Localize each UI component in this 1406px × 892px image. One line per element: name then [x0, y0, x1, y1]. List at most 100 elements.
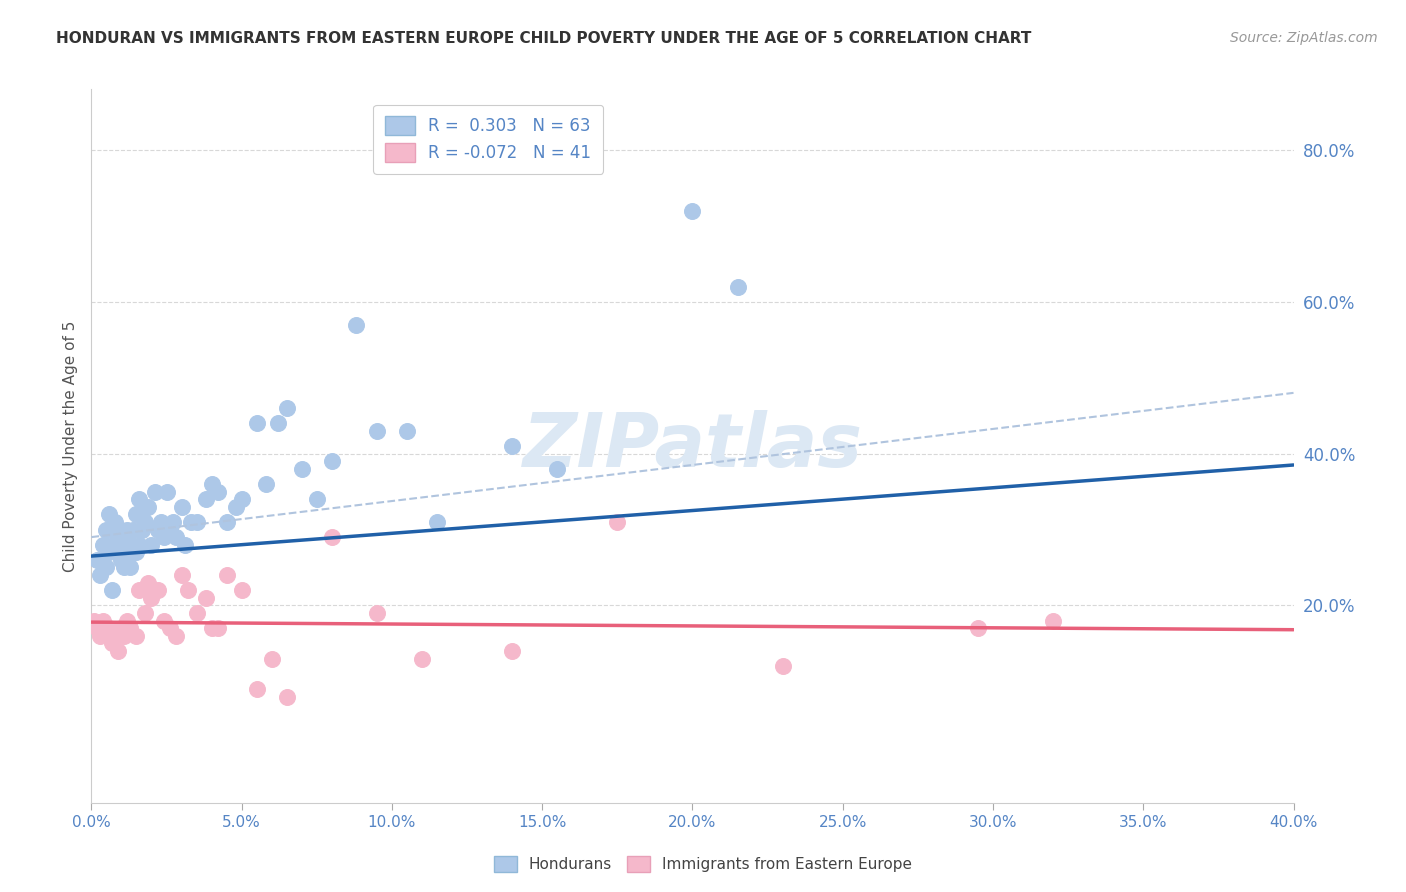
Point: [104, 538, 127, 552]
Point: [225, 500, 247, 514]
Point: [291, 462, 314, 476]
Point: [606, 515, 628, 529]
Point: [201, 621, 224, 635]
Point: [162, 515, 184, 529]
Point: [125, 508, 148, 522]
Point: [152, 530, 174, 544]
Point: [122, 523, 145, 537]
Point: [128, 492, 150, 507]
Point: [134, 606, 156, 620]
Point: [134, 515, 156, 529]
Point: [165, 530, 187, 544]
Point: [267, 416, 290, 430]
Point: [93, 614, 115, 628]
Point: [107, 644, 129, 658]
Point: [146, 583, 169, 598]
Point: [176, 583, 198, 598]
Point: [366, 606, 388, 620]
Point: [305, 492, 328, 507]
Point: [149, 515, 172, 529]
Point: [246, 416, 269, 430]
Point: [120, 538, 142, 552]
Point: [86, 621, 108, 635]
Point: [681, 203, 703, 218]
Point: [254, 477, 277, 491]
Point: [114, 538, 136, 552]
Text: Source: ZipAtlas.com: Source: ZipAtlas.com: [1230, 31, 1378, 45]
Point: [366, 424, 388, 438]
Point: [276, 690, 298, 704]
Point: [114, 560, 136, 574]
Point: [141, 538, 163, 552]
Point: [86, 553, 108, 567]
Point: [231, 583, 253, 598]
Point: [146, 523, 169, 537]
Point: [186, 606, 208, 620]
Point: [967, 621, 990, 635]
Point: [152, 614, 174, 628]
Point: [207, 621, 229, 635]
Point: [1042, 614, 1064, 628]
Point: [159, 523, 181, 537]
Point: [110, 621, 132, 635]
Point: [101, 636, 124, 650]
Point: [125, 629, 148, 643]
Point: [173, 538, 195, 552]
Point: [83, 614, 105, 628]
Point: [143, 484, 166, 499]
Point: [98, 621, 121, 635]
Point: [207, 484, 229, 499]
Point: [772, 659, 794, 673]
Point: [96, 523, 118, 537]
Text: ZIPatlas: ZIPatlas: [523, 409, 862, 483]
Point: [98, 545, 121, 559]
Point: [170, 500, 193, 514]
Point: [426, 515, 449, 529]
Point: [110, 553, 132, 567]
Point: [131, 523, 153, 537]
Point: [93, 538, 115, 552]
Point: [117, 523, 139, 537]
Point: [110, 523, 132, 537]
Point: [96, 621, 118, 635]
Point: [194, 591, 217, 605]
Point: [128, 538, 150, 552]
Point: [170, 568, 193, 582]
Point: [98, 508, 121, 522]
Point: [107, 530, 129, 544]
Y-axis label: Child Poverty Under the Age of 5: Child Poverty Under the Age of 5: [62, 320, 77, 572]
Point: [321, 454, 343, 468]
Point: [120, 560, 142, 574]
Point: [96, 560, 118, 574]
Point: [89, 568, 111, 582]
Point: [395, 424, 418, 438]
Point: [165, 629, 187, 643]
Point: [411, 651, 433, 665]
Point: [128, 583, 150, 598]
Point: [546, 462, 568, 476]
Point: [215, 568, 238, 582]
Point: [501, 644, 523, 658]
Point: [107, 545, 129, 559]
Point: [89, 629, 111, 643]
Point: [104, 629, 127, 643]
Point: [125, 545, 148, 559]
Point: [138, 575, 160, 590]
Text: HONDURAN VS IMMIGRANTS FROM EASTERN EUROPE CHILD POVERTY UNDER THE AGE OF 5 CORR: HONDURAN VS IMMIGRANTS FROM EASTERN EURO…: [56, 31, 1032, 46]
Point: [501, 439, 523, 453]
Point: [727, 279, 749, 293]
Legend: R =  0.303   N = 63, R = -0.072   N = 41: R = 0.303 N = 63, R = -0.072 N = 41: [373, 104, 603, 174]
Point: [101, 538, 124, 552]
Point: [186, 515, 208, 529]
Legend: Hondurans, Immigrants from Eastern Europe: Hondurans, Immigrants from Eastern Europ…: [486, 848, 920, 880]
Point: [260, 651, 283, 665]
Point: [155, 484, 177, 499]
Point: [231, 492, 253, 507]
Point: [276, 401, 298, 415]
Point: [194, 492, 217, 507]
Point: [101, 583, 124, 598]
Point: [344, 318, 367, 332]
Point: [117, 614, 139, 628]
Point: [201, 477, 224, 491]
Point: [120, 621, 142, 635]
